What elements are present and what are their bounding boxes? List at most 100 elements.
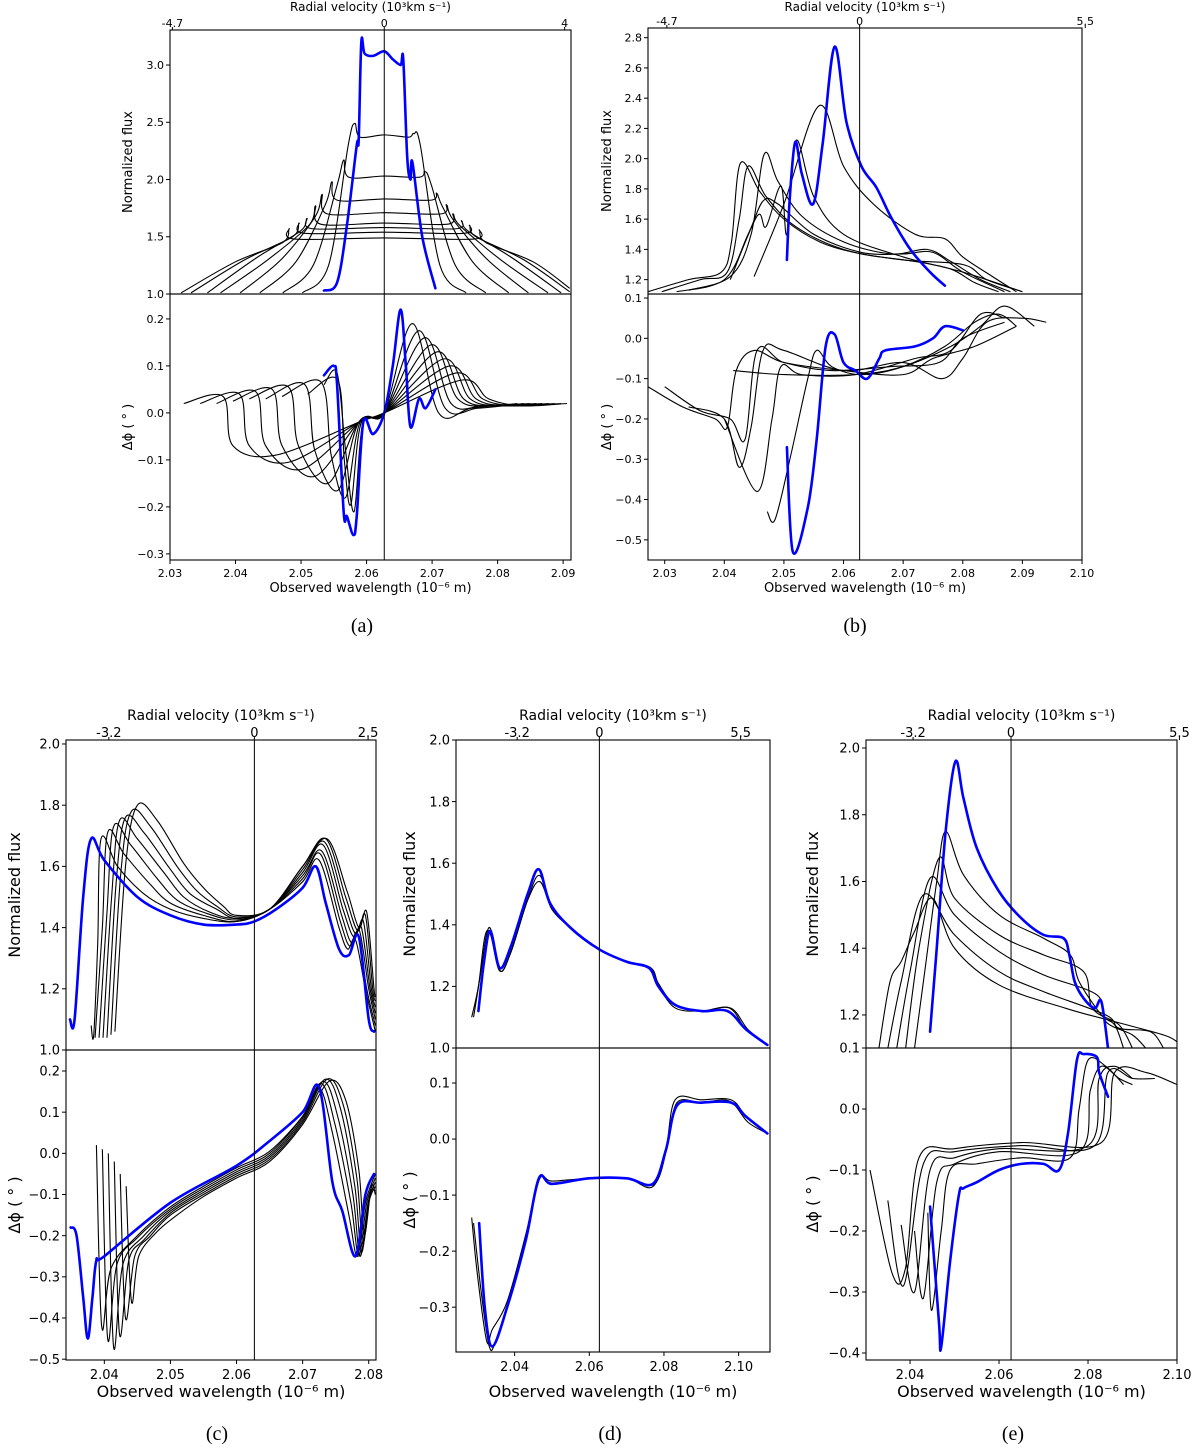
flux-axis-label: Normalized flux — [400, 831, 419, 957]
flux-subplot: 1.2 1.4 1.6 1.8 2.0 Normalized flux — [803, 739, 1178, 1049]
y-tick-label: 0.0 — [839, 1103, 860, 1118]
phase-axis-label: Δϕ ( ° ) — [121, 404, 136, 451]
panel-caption: (b) — [843, 615, 866, 637]
black-curve-1 — [661, 165, 1023, 293]
panel-a: 1.0 1.5 2.0 2.5 3.0 Normalized flux 0.2 0.1 0.0 −… — [121, 0, 575, 637]
flux-subplot: 1.2 1.4 1.6 1.8 2.0 2.2 2.4 2.6 2.8 Normalized fl… — [600, 27, 1083, 295]
y-tick-label: −0.3 — [828, 1286, 860, 1301]
axes-frame — [169, 29, 572, 295]
y-tick-label: 1.6 — [839, 875, 860, 890]
panel-caption: (c) — [206, 1423, 228, 1445]
black-curve-0 — [471, 1095, 768, 1345]
y-tick-label: 0.1 — [39, 1106, 60, 1121]
black-curve-7 — [180, 228, 571, 294]
blue-curve — [322, 36, 437, 292]
x-tick-label: 2.03 — [652, 567, 677, 580]
series-group — [869, 1051, 1177, 1352]
series-group — [68, 802, 376, 1040]
phase-subplot: 0.2 0.1 0.0 −0.1 −0.2 −0.3 −0.4 −0.5 Δϕ ( ° ) — [5, 1049, 377, 1368]
y-tick-label: 1.4 — [839, 942, 860, 957]
y-tick-label: 2.0 — [429, 734, 450, 749]
black-curve-6 — [114, 802, 376, 1032]
y-tick-label: −0.4 — [615, 494, 642, 507]
blue-curve — [785, 324, 965, 555]
y-tick-label: −0.4 — [28, 1312, 60, 1327]
y-tick-label: −0.5 — [28, 1353, 60, 1368]
y-tick-label: 1.0 — [39, 1044, 60, 1059]
black-curve-5 — [125, 1079, 376, 1304]
flux-subplot: 1.0 1.5 2.0 2.5 3.0 Normalized flux — [121, 29, 572, 301]
black-curve-2 — [688, 317, 1047, 468]
blue-curve — [477, 1099, 769, 1348]
black-curve-1 — [101, 1082, 376, 1343]
flux-subplot: 1.0 1.2 1.4 1.6 1.8 2.0 Normalized flux — [5, 738, 377, 1059]
phase-axis-label: Δϕ ( ° ) — [600, 404, 615, 451]
velocity-axis-label: Radial velocity (10³km s⁻¹) — [290, 0, 451, 14]
y-tick-label: −0.3 — [137, 548, 164, 561]
y-tick-label: 0.0 — [39, 1147, 60, 1162]
panel-caption: (a) — [351, 615, 373, 637]
velocity-tick-label: 5.5 — [730, 726, 751, 741]
velocity-axis: -3.2 0 2.5 Radial velocity (10³km s⁻¹) — [96, 708, 378, 741]
phase-subplot: 0.1 0.0 −0.1 −0.2 −0.3 Δϕ ( ° ) — [400, 1047, 771, 1353]
panel-e: 1.2 1.4 1.6 1.8 2.0 Normalized flux 0.1 0.0 −0.1… — [803, 708, 1191, 1445]
y-tick-label: 1.5 — [147, 231, 165, 244]
black-curve-2 — [896, 875, 1147, 1048]
black-curve-2 — [900, 1065, 1133, 1294]
series-group — [69, 1078, 376, 1351]
x-tick-label: 2.07 — [420, 567, 445, 580]
y-tick-label: −0.2 — [828, 1225, 860, 1240]
x-tick-label: 2.06 — [575, 1360, 604, 1375]
blue-curve — [477, 868, 769, 1047]
axes-frame — [65, 1049, 377, 1361]
x-tick-label: 2.07 — [288, 1368, 317, 1383]
x-axis: 2.04 2.06 2.08 2.10 Observed wavelength (10⁻… — [896, 1360, 1192, 1401]
y-tick-label: 2.0 — [147, 173, 165, 186]
x-tick-label: 2.05 — [156, 1368, 185, 1383]
y-tick-label: 2.0 — [39, 738, 60, 753]
y-tick-label: 1.6 — [39, 860, 60, 875]
y-tick-label: −0.1 — [28, 1188, 60, 1203]
velocity-axis: -3.2 0 5.5 Radial velocity (10³km s⁻¹) — [504, 708, 751, 741]
series-group — [648, 45, 1023, 293]
black-curve-5 — [676, 197, 1005, 293]
velocity-tick-label: 2.5 — [358, 726, 379, 741]
black-curve-1 — [473, 1099, 768, 1352]
y-tick-label: −0.2 — [418, 1245, 450, 1260]
x-tick-label: 2.07 — [891, 567, 916, 580]
series-group — [183, 308, 568, 537]
y-tick-label: −0.4 — [828, 1347, 860, 1362]
y-tick-label: 0.1 — [429, 1077, 450, 1092]
y-tick-label: −0.1 — [418, 1189, 450, 1204]
y-tick-label: 1.8 — [625, 183, 643, 196]
velocity-tick-label: -3.2 — [504, 726, 529, 741]
black-curve-3 — [729, 139, 1023, 293]
velocity-tick-label: 5.5 — [1076, 15, 1094, 28]
y-tick-label: 0.0 — [147, 407, 165, 420]
x-tick-label: 2.04 — [712, 567, 737, 580]
panel-caption: (e) — [1002, 1423, 1024, 1445]
black-curve-0 — [927, 1057, 1125, 1311]
axes-frame — [647, 293, 1083, 561]
phase-subplot: 0.2 0.1 0.0 −0.1 −0.2 −0.3 Δϕ ( ° ) — [121, 293, 572, 561]
series-group — [878, 759, 1177, 1048]
y-tick-label: −0.1 — [615, 373, 642, 386]
series-group — [180, 36, 571, 294]
black-curve-0 — [648, 325, 1017, 431]
black-curve-4 — [106, 814, 376, 1038]
flux-subplot: 1.0 1.2 1.4 1.6 1.8 2.0 Normalized flux — [400, 734, 771, 1057]
phase-axis-label: Δϕ ( ° ) — [400, 1171, 419, 1228]
y-tick-label: 0.1 — [839, 1042, 860, 1057]
y-tick-label: −0.2 — [615, 413, 642, 426]
y-tick-label: 0.1 — [625, 292, 643, 305]
y-tick-label: 1.2 — [429, 980, 450, 995]
velocity-axis: -3.2 0 5.5 Radial velocity (10³km s⁻¹) — [900, 708, 1189, 741]
axes-frame — [455, 1047, 771, 1353]
x-tick-label: 2.06 — [354, 567, 379, 580]
x-tick-label: 2.05 — [772, 567, 797, 580]
black-curve-2 — [216, 365, 555, 471]
series-group — [471, 1095, 769, 1352]
y-tick-label: 1.4 — [39, 921, 60, 936]
velocity-axis-label: Radial velocity (10³km s⁻¹) — [519, 708, 707, 724]
x-tick-label: 2.10 — [1163, 1368, 1192, 1383]
